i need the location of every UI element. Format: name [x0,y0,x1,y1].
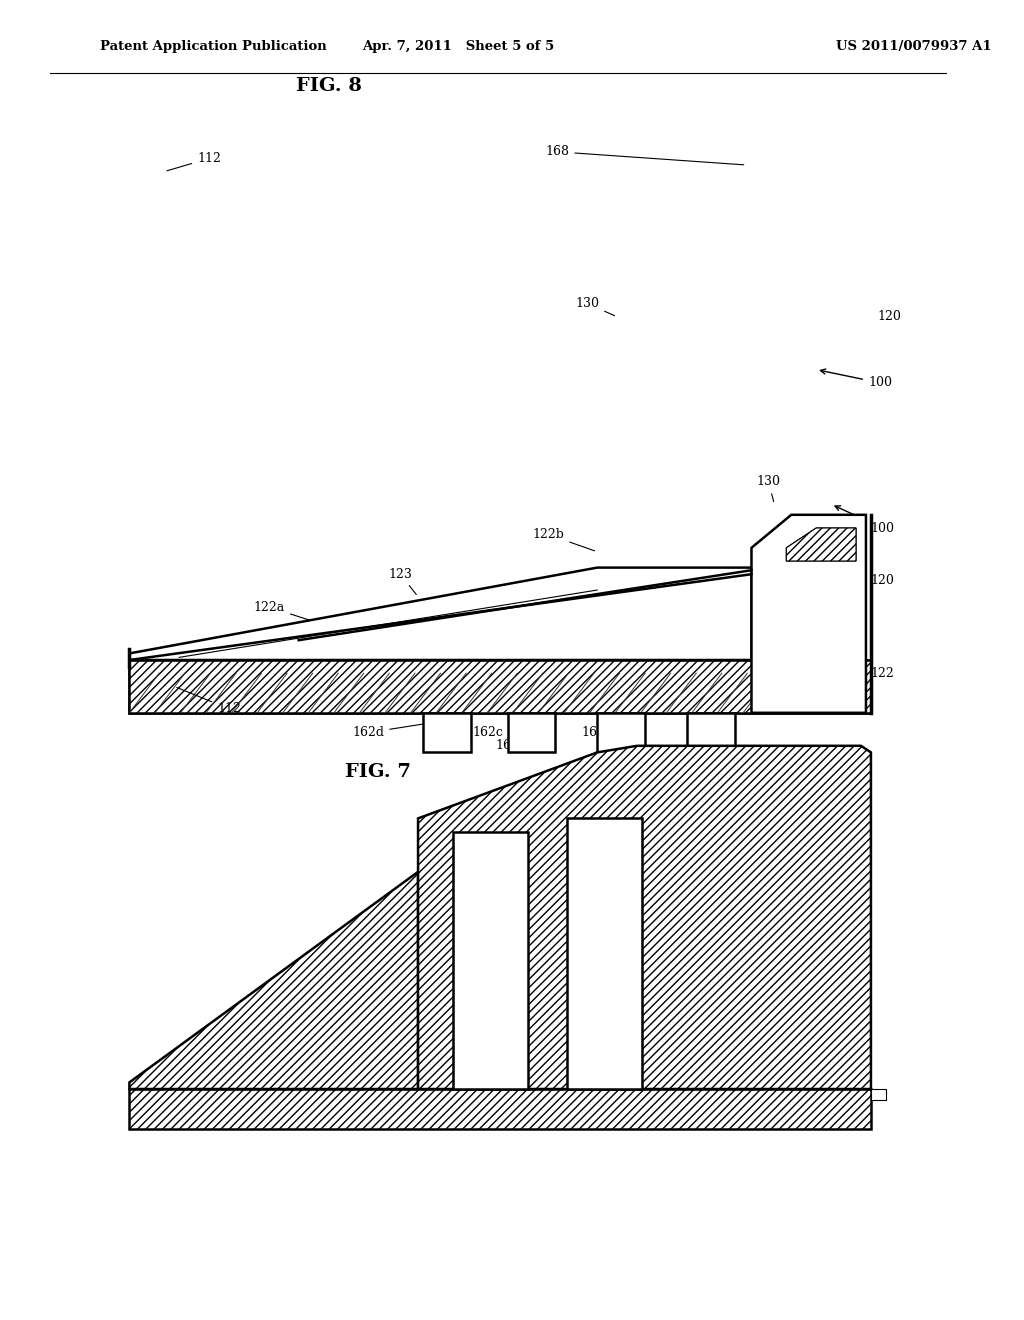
Polygon shape [453,832,527,1089]
Text: 162d: 162d [352,722,433,739]
Text: 100: 100 [820,370,892,389]
Text: 122a: 122a [254,601,315,622]
Polygon shape [786,528,856,561]
Text: 162: 162 [496,739,519,752]
Text: FIG. 7: FIG. 7 [345,763,412,781]
Polygon shape [752,515,866,713]
Text: FIG. 8: FIG. 8 [296,77,361,95]
Polygon shape [418,746,871,1089]
Text: 162a: 162a [701,722,732,739]
Polygon shape [423,713,471,752]
Polygon shape [508,713,555,752]
Polygon shape [786,528,856,561]
Polygon shape [129,568,752,660]
Text: 120: 120 [878,310,902,323]
Text: 120: 120 [871,570,895,587]
Text: 130: 130 [757,475,780,502]
Text: 112: 112 [167,152,221,170]
Text: 162b: 162b [582,722,617,739]
Polygon shape [129,660,871,713]
Polygon shape [129,660,871,713]
Text: 123: 123 [388,568,417,594]
Text: Patent Application Publication: Patent Application Publication [99,40,327,53]
Text: 122b: 122b [532,528,595,550]
Text: 100: 100 [835,506,895,535]
Polygon shape [229,568,752,660]
Text: US 2011/0079937 A1: US 2011/0079937 A1 [836,40,991,53]
Text: 122: 122 [871,660,895,680]
Polygon shape [597,713,645,752]
Polygon shape [687,713,734,752]
Polygon shape [129,1089,871,1129]
Polygon shape [567,818,642,1089]
Polygon shape [129,871,418,1089]
Text: 112: 112 [177,688,241,715]
Text: 130: 130 [575,297,614,315]
Polygon shape [871,1089,886,1100]
Text: Apr. 7, 2011   Sheet 5 of 5: Apr. 7, 2011 Sheet 5 of 5 [361,40,554,53]
Text: 168: 168 [546,145,743,165]
Text: 162c: 162c [472,723,523,739]
